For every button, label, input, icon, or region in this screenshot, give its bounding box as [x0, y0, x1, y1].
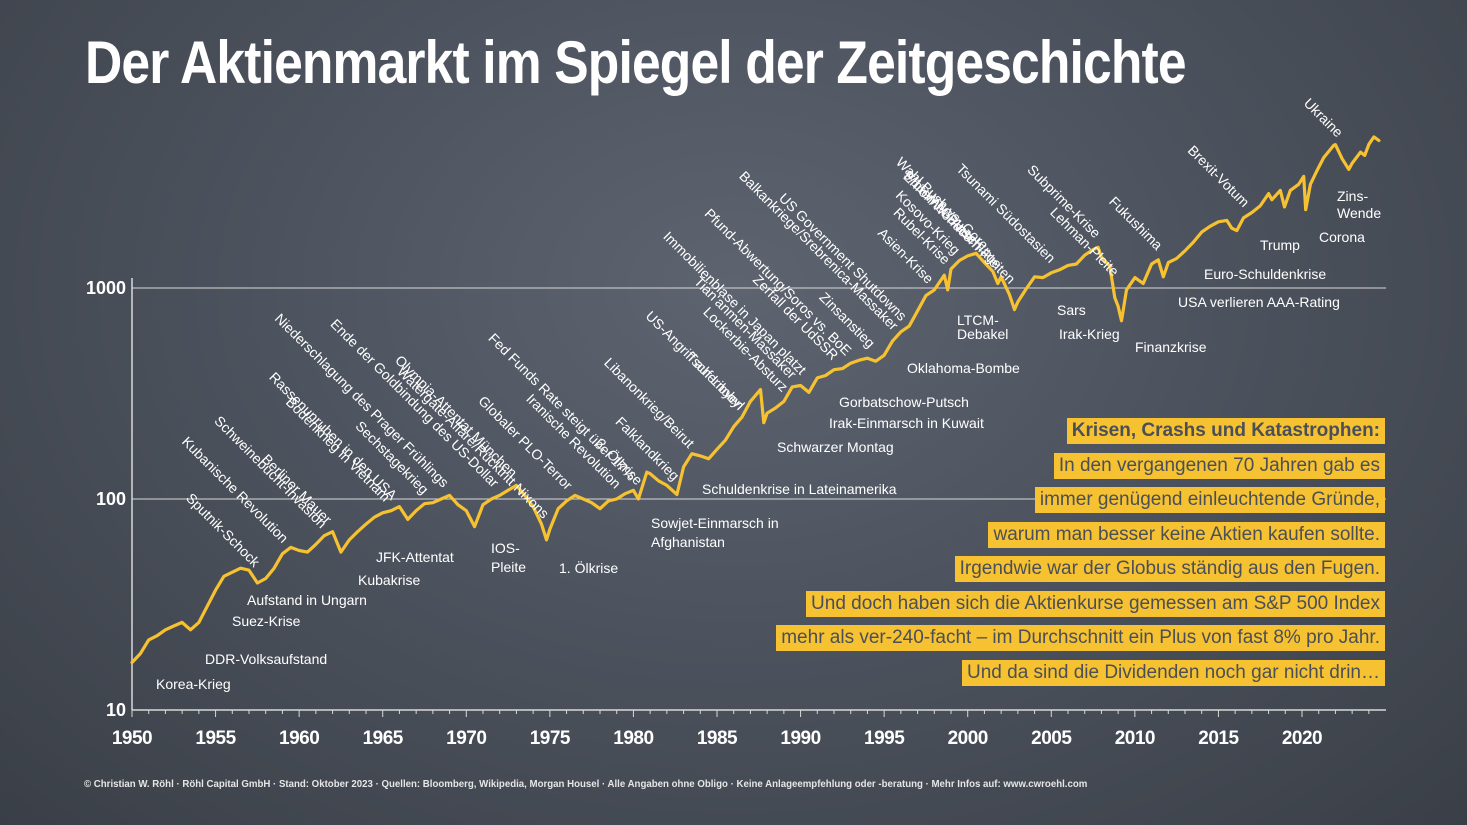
textbox-line: Irgendwie war der Globus ständig aus den…: [954, 556, 1385, 582]
x-tick-label: 1970: [446, 728, 486, 749]
textbox-line: Und da sind die Dividenden noch gar nich…: [962, 660, 1385, 686]
event-label: Finanzkrise: [1135, 339, 1207, 355]
footer-credits: © Christian W. Röhl · Röhl Capital GmbH …: [84, 778, 1088, 790]
textbox-heading: Krisen, Crashs und Katastrophen:: [1066, 418, 1385, 444]
event-label: Suez-Krise: [232, 613, 301, 629]
event-label-diagonal: Brexit-Votum: [1185, 142, 1253, 210]
y-tick-label: 10: [106, 700, 126, 720]
y-tick-label: 100: [96, 489, 126, 509]
event-label-diagonal: Libanonkrieg/Beirut: [601, 354, 698, 451]
x-tick-label: 1980: [613, 728, 653, 749]
textbox-line: In den vergangenen 70 Jahren gab es: [1053, 453, 1385, 479]
event-label: IOS-: [491, 540, 520, 556]
event-label: Wende: [1337, 205, 1381, 221]
page-title: Der Aktienmarkt im Spiegel der Zeitgesch…: [85, 29, 1187, 96]
x-tick-label: 1955: [195, 728, 236, 749]
event-label: Gorbatschow-Putsch: [839, 394, 969, 410]
event-label-diagonal: Fukushima: [1106, 193, 1166, 253]
event-label: DDR-Volksaufstand: [205, 651, 327, 667]
sp500-line: [130, 135, 1381, 665]
event-label: USA verlieren AAA-Rating: [1178, 294, 1340, 310]
event-label: Kubakrise: [358, 572, 420, 588]
x-tick-label: 1965: [363, 728, 404, 749]
y-tick-label: 1000: [86, 278, 126, 298]
event-label: Trump: [1260, 237, 1300, 253]
event-label: Corona: [1319, 229, 1365, 245]
event-label: Zins-: [1337, 188, 1368, 204]
textbox-line: Und doch haben sich die Aktienkurse geme…: [806, 591, 1385, 617]
event-label: 1. Ölkrise: [559, 559, 618, 576]
x-tick-label: 2000: [948, 728, 988, 749]
event-label: Sowjet-Einmarsch in: [651, 515, 779, 531]
textbox-line: mehr als ver-240-facht – im Durchschnitt…: [776, 625, 1385, 651]
event-label: Debakel: [957, 326, 1008, 342]
event-label: LTCM-: [957, 312, 999, 328]
event-label-diagonal: Kubanische Revolution: [179, 433, 292, 546]
event-label: Schuldenkrise in Lateinamerika: [702, 481, 897, 497]
event-label: Oklahoma-Bombe: [907, 360, 1020, 376]
x-tick-label: 1960: [279, 728, 319, 749]
textbox-line: warum man besser keine Aktien kaufen sol…: [988, 522, 1385, 548]
event-label: Korea-Krieg: [156, 676, 231, 692]
x-tick-label: 2005: [1031, 728, 1072, 749]
x-tick-label: 2010: [1115, 728, 1155, 749]
event-label: Irak-Krieg: [1059, 326, 1120, 342]
x-tick-label: 1990: [780, 728, 820, 749]
x-tick-label: 2015: [1198, 728, 1239, 749]
x-tick-label: 1950: [112, 728, 152, 749]
event-label: Aufstand in Ungarn: [247, 592, 367, 608]
x-tick-label: 1995: [864, 728, 905, 749]
event-label: Sars: [1057, 302, 1086, 318]
event-label: Euro-Schuldenkrise: [1204, 266, 1326, 282]
event-label: Irak-Einmarsch in Kuwait: [829, 415, 984, 431]
event-label-diagonal: Ukraine: [1301, 95, 1347, 141]
x-tick-label: 1975: [530, 728, 571, 749]
event-label: JFK-Attentat: [376, 549, 454, 565]
event-label: Afghanistan: [651, 534, 725, 550]
textbox-line: immer genügend einleuchtende Gründe,: [1034, 487, 1385, 513]
x-tick-label: 1985: [697, 728, 738, 749]
event-label: Schwarzer Montag: [777, 439, 894, 455]
x-tick-label: 2020: [1282, 728, 1322, 749]
event-label-diagonal: Balkankriege/Srebrenica-Massaker: [736, 168, 902, 334]
event-label: Pleite: [491, 559, 526, 575]
